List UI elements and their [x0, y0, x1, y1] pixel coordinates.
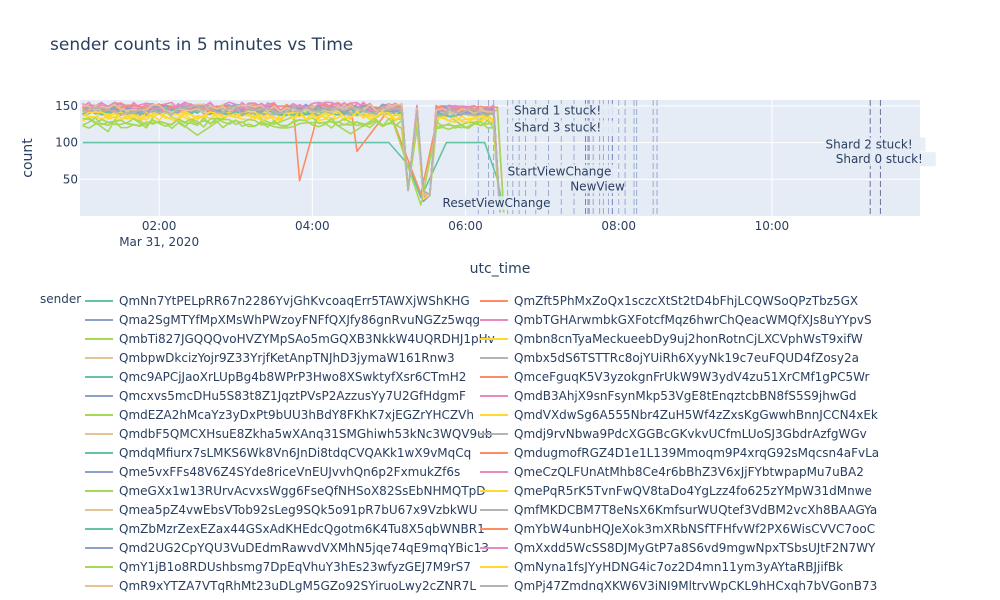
legend-label: QmPj47ZmdnqXKW6V3iNI9MltrvWpCKL9hHCxqh7b…	[514, 579, 877, 593]
legend-label: QmeCzQLFUnAtMhb8Ce4r6bBhZ3V6xJjFYbtwpapM…	[514, 465, 864, 479]
legend-item[interactable]: QmNn7YtPELpRR67n2286YvjGhKvcoaqErr5TAWXj…	[85, 294, 470, 308]
legend-label: QmdbF5QMCXHsuE8Zkha5wXAnq31SMGhiwh53kNc3…	[119, 427, 492, 441]
x-tick-label: 08:00	[601, 219, 636, 233]
legend-item[interactable]: Qmd2UG2CpYQU3VuDEdmRawvdVXMhN5jqe74qE9mq…	[85, 541, 489, 555]
annotation-label: NewView	[570, 179, 625, 193]
legend-item[interactable]: QmfMKDCBM7T8eNsX6KmfsurWUQtef3VdBM2vcXh8…	[480, 503, 877, 517]
legend-item[interactable]: QmePqR5rK5TvnFwQV8taDo4YgLzz4fo625zYMpW3…	[480, 484, 872, 498]
legend-label: Qmd2UG2CpYQU3VuDEdmRawvdVXMhN5jqe74qE9mq…	[119, 541, 489, 555]
legend-item[interactable]: QmeGXx1w13RUrvAcvxsWgg6FseQfNHSoX82SsEbN…	[85, 484, 486, 498]
legend-label: Qmea5pZ4vwEbsVTob92sLeg9SQk5o91pR7bU67x9…	[119, 503, 477, 517]
legend-item[interactable]: Qme5vxFFs48V6Z4SYde8riceVnEUJvvhQn6p2Fxm…	[85, 465, 460, 479]
legend-label: QmZbMzrZexEZax44GSxAdKHEdcQgotm6K4Tu8X5q…	[119, 522, 485, 536]
legend-item[interactable]: QmdB3AhjX9snFsynMkp53VgE8tEnqztcbBN8fS5S…	[480, 389, 857, 403]
legend-item[interactable]: QmdugmofRGZ4D1e1L139Mmoqm9P4xrqG92sMqcsn…	[480, 446, 879, 460]
legend-label: QmbTi827JGQQQvoHVZYMpSAo5mGQXB3NkkW4UQRD…	[119, 332, 495, 346]
y-tick-label: 100	[55, 136, 78, 150]
legend-item[interactable]: QmY1jB1o8RDUshbsmg7DpEqVhuY3hEs23wfyzGEJ…	[85, 560, 471, 574]
legend-item[interactable]: QmdqMfiurx7sLMKS6Wk8Vn6JnDi8tdqCVQAKk1wX…	[85, 446, 471, 460]
annotation-background	[823, 137, 926, 152]
legend-label: Qmbn8cnTyaMeckueebDy9uj2honRotnCjLXCVphW…	[514, 332, 863, 346]
y-axis-title: count	[20, 138, 36, 178]
x-tick-sublabel: Mar 31, 2020	[119, 235, 199, 249]
legend-item[interactable]: QmZft5PhMxZoQx1sczcXtSt2tD4bFhjLCQWSoQPz…	[480, 294, 858, 308]
annotation-label: Shard 1 stuck!	[514, 104, 601, 118]
legend-label: Qmbx5dS6TSTTRc8ojYUiRh6XyyNk19c7euFQUD4f…	[514, 351, 859, 365]
y-tick-label: 50	[63, 172, 78, 186]
legend-item[interactable]: QmXxdd5WcSS8DJMyGtP7a8S6vd9mgwNpxTSbsUJt…	[480, 541, 876, 555]
legend-label: QmNyna1fsJYyHDNG4ic7oz2D4mn11ym3yAYtaRBJ…	[514, 560, 843, 574]
legend-item[interactable]: QmPj47ZmdnqXKW6V3iNI9MltrvWpCKL9hHCxqh7b…	[480, 579, 877, 593]
annotation-background	[833, 152, 936, 167]
legend-label: QmceFguqK5V3yzokgnFrUkW9W3ydV4zu51XrCMf1…	[514, 370, 869, 384]
legend-item[interactable]: QmeCzQLFUnAtMhb8Ce4r6bBhZ3V6xJjFYbtwpapM…	[480, 465, 864, 479]
legend-label: Qmdj9rvNbwa9PdcXGGBcGKvkvUCfmLUoSJ3GbdrA…	[514, 427, 867, 441]
legend-label: Qmcxvs5mcDHu5S83t8Z1JqztPVsP2AzzusYy7U2G…	[119, 389, 466, 403]
y-tick-label: 150	[55, 99, 78, 113]
series-lines	[82, 101, 505, 213]
legend-item[interactable]: Qmea5pZ4vwEbsVTob92sLeg9SQk5o91pR7bU67x9…	[85, 503, 477, 517]
series-line	[82, 105, 501, 213]
legend-label: QmdVXdwSg6A555Nbr4ZuH5Wf4zZxsKgGwwhBnnJC…	[514, 408, 878, 422]
x-axis-ticks: 02:00 Mar 31, 2020 04:00 06:00 08:00 10:00	[119, 219, 789, 249]
legend-label: QmePqR5rK5TvnFwQV8taDo4YgLzz4fo625zYMpW3…	[514, 484, 872, 498]
legend-label: QmNn7YtPELpRR67n2286YvjGhKvcoaqErr5TAWXj…	[119, 294, 470, 308]
legend-item[interactable]: Qmcxvs5mcDHu5S83t8Z1JqztPVsP2AzzusYy7U2G…	[85, 389, 466, 403]
legend-label: QmdqMfiurx7sLMKS6Wk8Vn6JnDi8tdqCVQAKk1wX…	[119, 446, 471, 460]
annotation-background	[440, 196, 550, 211]
legend-label: QmXxdd5WcSS8DJMyGtP7a8S6vd9mgwNpxTSbsUJt…	[514, 541, 876, 555]
legend-item[interactable]: Qmbx5dS6TSTTRc8ojYUiRh6XyyNk19c7euFQUD4f…	[480, 351, 859, 365]
x-tick-label: 10:00	[755, 219, 790, 233]
legend-label: QmfMKDCBM7T8eNsX6KmfsurWUQtef3VdBM2vcXh8…	[514, 503, 877, 517]
legend-label: QmeGXx1w13RUrvAcvxsWgg6FseQfNHSoX82SsEbN…	[119, 484, 486, 498]
legend-item[interactable]: Qmbn8cnTyaMeckueebDy9uj2honRotnCjLXCVphW…	[480, 332, 863, 346]
legend-label: QmYbW4unbHQJeXok3mXRbNSfTFHfvWf2PX6WisCV…	[514, 522, 875, 536]
legend-title: sender	[40, 292, 81, 306]
legend-label: QmdEZA2hMcaYz3yDxPt9bUU3hBdY8FKhK7xjEGZr…	[119, 408, 474, 422]
legend-label: QmbpwDkcizYojr9Z33YrjfKetAnpTNJhD3jymaW1…	[119, 351, 455, 365]
annotation-label: Shard 3 stuck!	[514, 121, 601, 135]
annotation-label: Shard 0 stuck!	[836, 152, 923, 166]
annotation-label: StartViewChange	[508, 165, 612, 179]
legend-label: QmdB3AhjX9snFsynMkp53VgE8tEnqztcbBN8fS5S…	[514, 389, 857, 403]
legend-item[interactable]: QmYbW4unbHQJeXok3mXRbNSfTFHfvWf2PX6WisCV…	[480, 522, 875, 536]
legend-label: QmR9xYTZA7VTqRhMt23uDLgM5GZo92SYiruoLwy2…	[119, 579, 476, 593]
legend[interactable]: QmNn7YtPELpRR67n2286YvjGhKvcoaqErr5TAWXj…	[85, 294, 879, 593]
legend-item[interactable]: QmdEZA2hMcaYz3yDxPt9bUU3hBdY8FKhK7xjEGZr…	[85, 408, 474, 422]
legend-label: QmY1jB1o8RDUshbsmg7DpEqVhuY3hEs23wfyzGEJ…	[119, 560, 471, 574]
legend-label: Qmc9APCjJaoXrLUpBg4b8WPrP3Hwo8XSwktyfXsr…	[119, 370, 466, 384]
annotation-label: Shard 2 stuck!	[826, 137, 913, 151]
legend-label: QmdugmofRGZ4D1e1L139Mmoqm9P4xrqG92sMqcsn…	[514, 446, 879, 460]
chart-title: sender counts in 5 minutes vs Time	[50, 35, 353, 55]
annotation-background	[505, 164, 615, 179]
legend-item[interactable]: Qmdj9rvNbwa9PdcXGGBcGKvkvUCfmLUoSJ3GbdrA…	[480, 427, 867, 441]
legend-item[interactable]: QmR9xYTZA7VTqRhMt23uDLgM5GZo92SYiruoLwy2…	[85, 579, 476, 593]
x-tick-label: 06:00	[448, 219, 483, 233]
legend-label: QmZft5PhMxZoQx1sczcXtSt2tD4bFhjLCQWSoQPz…	[514, 294, 858, 308]
annotations: Shard 1 stuck! Shard 3 stuck! StartViewCha…	[440, 103, 936, 211]
legend-label: Qma2SgMTYfMpXMsWhPWzoyFNFfQXJfy86gnRvuNG…	[119, 313, 480, 327]
legend-item[interactable]: QmbpwDkcizYojr9Z33YrjfKetAnpTNJhD3jymaW1…	[85, 351, 455, 365]
legend-item[interactable]: QmdVXdwSg6A555Nbr4ZuH5Wf4zZxsKgGwwhBnnJC…	[480, 408, 878, 422]
legend-item[interactable]: QmNyna1fsJYyHDNG4ic7oz2D4mn11ym3yAYtaRBJ…	[480, 560, 843, 574]
legend-item[interactable]: QmceFguqK5V3yzokgnFrUkW9W3ydV4zu51XrCMf1…	[480, 370, 869, 384]
annotation-background	[512, 103, 615, 118]
legend-item[interactable]: QmbTi827JGQQQvoHVZYMpSAo5mGQXB3NkkW4UQRD…	[85, 332, 495, 346]
annotation-background	[568, 179, 622, 194]
x-tick-label: 04:00	[295, 219, 330, 233]
legend-item[interactable]: QmZbMzrZexEZax44GSxAdKHEdcQgotm6K4Tu8X5q…	[85, 522, 485, 536]
legend-item[interactable]: QmdbF5QMCXHsuE8Zkha5wXAnq31SMGhiwh53kNc3…	[85, 427, 492, 441]
legend-label: Qme5vxFFs48V6Z4SYde8riceVnEUJvvhQn6p2Fxm…	[119, 465, 460, 479]
legend-label: QmbTGHArwmbkGXFotcfMqz6hwrChQeacWMQfXJs8…	[514, 313, 872, 327]
annotation-background	[512, 120, 615, 135]
annotation-label: ResetViewChange	[443, 196, 551, 210]
legend-item[interactable]: Qmc9APCjJaoXrLUpBg4b8WPrP3Hwo8XSwktyfXsr…	[85, 370, 466, 384]
legend-item[interactable]: QmbTGHArwmbkGXFotcfMqz6hwrChQeacWMQfXJs8…	[480, 313, 872, 327]
legend-item[interactable]: Qma2SgMTYfMpXMsWhPWzoyFNFfQXJfy86gnRvuNG…	[85, 313, 480, 327]
x-axis-title: utc_time	[470, 261, 531, 277]
x-tick-label: 02:00	[142, 219, 177, 233]
y-axis-ticks: 50 100 150	[55, 99, 78, 186]
